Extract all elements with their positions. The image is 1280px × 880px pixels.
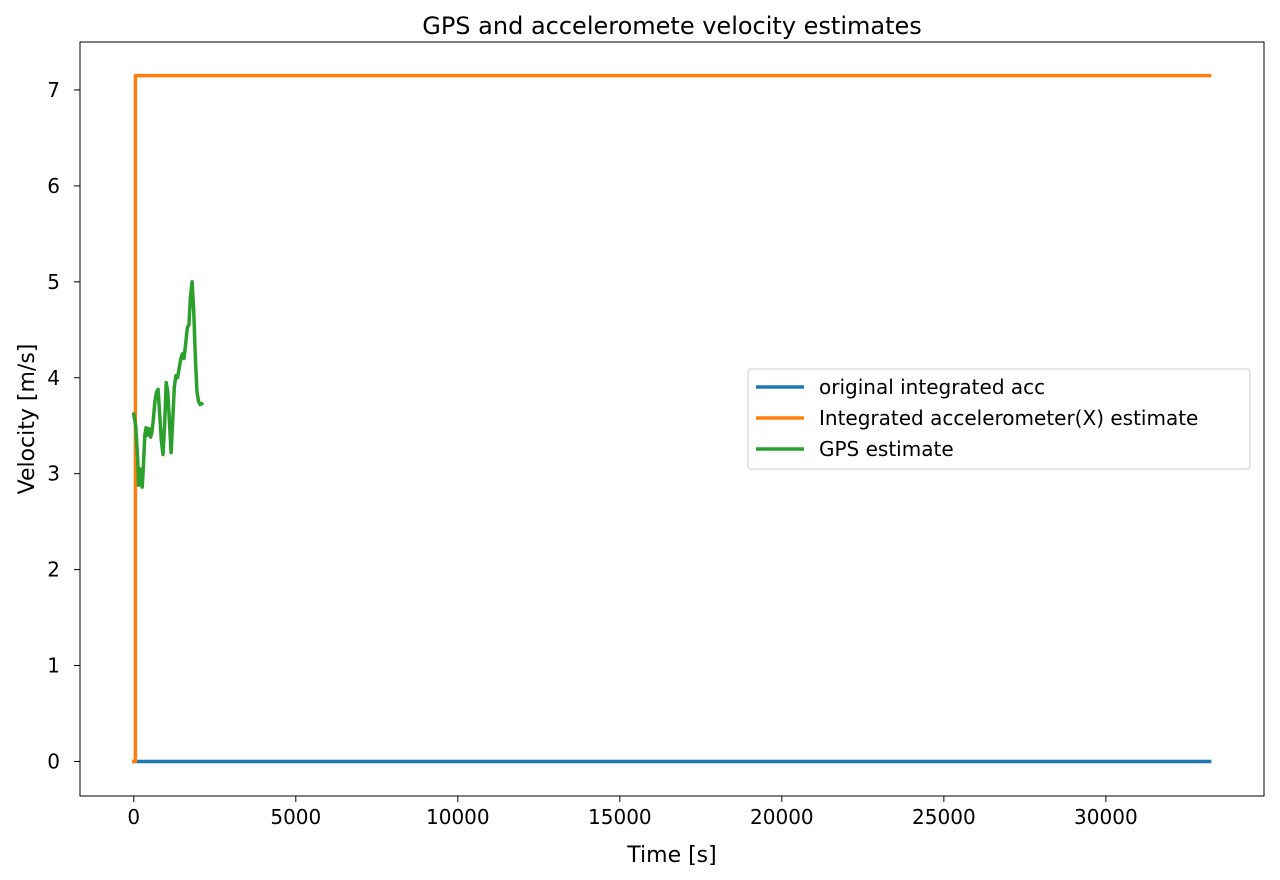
x-axis-label: Time [s] xyxy=(626,843,716,868)
x-tick-label: 0 xyxy=(127,805,140,829)
x-axis: 0 5000 10000 15000 20000 25000 30000 xyxy=(127,796,1138,829)
x-tick-label: 10000 xyxy=(426,805,490,829)
y-tick-label: 1 xyxy=(47,654,60,678)
legend-label: GPS estimate xyxy=(819,437,954,461)
legend-label: Integrated accelerometer(X) estimate xyxy=(819,406,1198,430)
legend-box xyxy=(747,368,1251,470)
legend: original integrated acc Integrated accele… xyxy=(747,368,1251,470)
legend-label: original integrated acc xyxy=(819,375,1045,399)
y-axis: 0 1 2 3 4 5 6 7 xyxy=(47,78,80,773)
x-tick-label: 25000 xyxy=(912,805,976,829)
x-tick-label: 5000 xyxy=(270,805,321,829)
y-tick-label: 0 xyxy=(47,749,60,773)
y-tick-label: 7 xyxy=(47,78,60,102)
y-tick-label: 4 xyxy=(47,366,60,390)
x-tick-label: 30000 xyxy=(1074,805,1138,829)
x-tick-label: 20000 xyxy=(750,805,814,829)
y-tick-label: 3 xyxy=(47,462,60,486)
y-tick-label: 6 xyxy=(47,174,60,198)
y-axis-label: Velocity [m/s] xyxy=(15,344,40,495)
series-line-3 xyxy=(131,280,205,489)
x-tick-label: 15000 xyxy=(588,805,652,829)
series-layer xyxy=(131,73,1212,764)
y-tick-label: 5 xyxy=(47,270,60,294)
chart-title: GPS and acceleromete velocity estimates xyxy=(422,12,922,40)
y-tick-label: 2 xyxy=(47,558,60,582)
